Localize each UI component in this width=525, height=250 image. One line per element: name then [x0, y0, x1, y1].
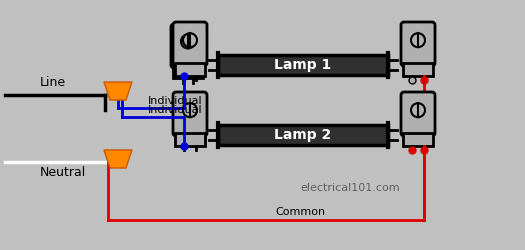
Text: Lamp 1: Lamp 1 [275, 58, 332, 72]
Circle shape [183, 103, 197, 117]
FancyBboxPatch shape [173, 92, 207, 136]
FancyBboxPatch shape [171, 24, 205, 68]
Text: Line: Line [40, 76, 66, 89]
Bar [218, 55, 388, 75]
Circle shape [411, 33, 425, 47]
Text: Common: Common [275, 207, 325, 217]
Circle shape [181, 34, 195, 48]
Text: Neutral: Neutral [40, 166, 86, 179]
Circle shape [411, 103, 425, 117]
Polygon shape [104, 82, 132, 100]
FancyBboxPatch shape [173, 22, 207, 66]
Bar [403, 133, 433, 146]
Text: Individual: Individual [148, 105, 203, 115]
Bar [218, 125, 388, 145]
Bar [175, 133, 205, 146]
Text: Individual: Individual [148, 96, 203, 106]
Text: electrical101.com: electrical101.com [300, 183, 400, 193]
Circle shape [183, 33, 197, 47]
Bar [403, 63, 433, 76]
Bar [175, 63, 205, 76]
Bar [173, 65, 203, 78]
Polygon shape [104, 150, 132, 168]
FancyBboxPatch shape [401, 22, 435, 66]
Text: Lamp 2: Lamp 2 [275, 128, 332, 142]
FancyBboxPatch shape [401, 92, 435, 136]
